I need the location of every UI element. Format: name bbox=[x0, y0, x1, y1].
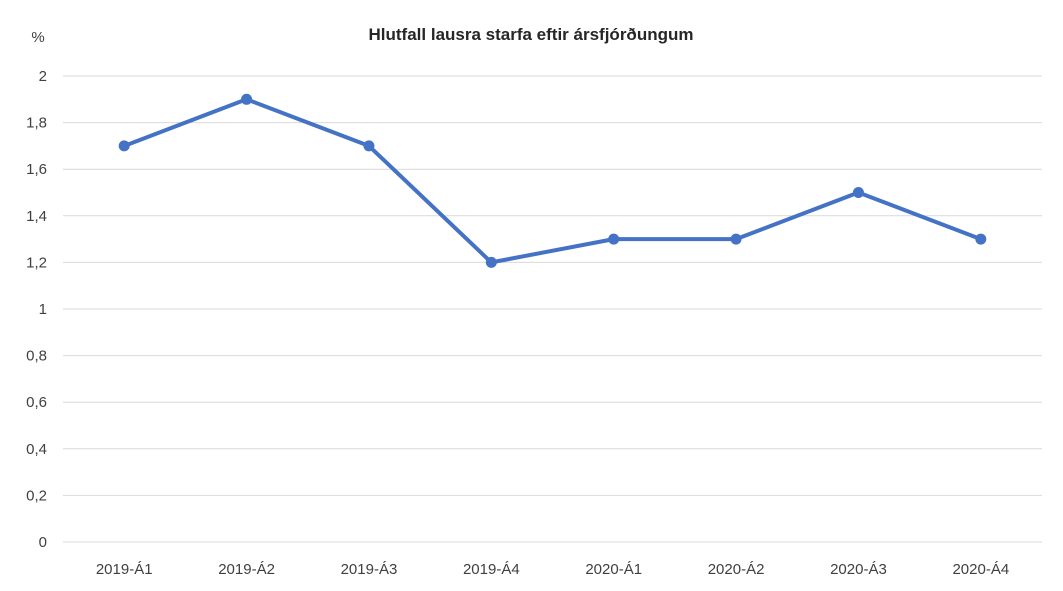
y-tick-label: 1,6 bbox=[26, 161, 47, 178]
y-tick-label: 1,2 bbox=[26, 254, 47, 271]
y-tick-label: 0,8 bbox=[26, 348, 47, 365]
y-tick-label: 1,4 bbox=[26, 208, 47, 225]
y-tick-label: 1 bbox=[39, 301, 47, 318]
chart-title: Hlutfall lausra starfa eftir ársfjórðung… bbox=[369, 25, 694, 44]
y-tick-label: 0,6 bbox=[26, 394, 47, 411]
data-point-marker bbox=[118, 140, 130, 152]
series-layer bbox=[118, 93, 987, 268]
y-tick-label: 0,2 bbox=[26, 487, 47, 504]
data-point-marker bbox=[241, 93, 253, 105]
y-tick-label: 1,8 bbox=[26, 115, 47, 132]
y-tick-label: 0,4 bbox=[26, 441, 47, 458]
data-point-marker bbox=[975, 233, 987, 245]
data-point-marker bbox=[852, 187, 864, 198]
x-tick-label: 2019-Á1 bbox=[96, 561, 153, 578]
x-tick-label: 2020-Á3 bbox=[830, 561, 887, 578]
y-tick-label: 0 bbox=[39, 534, 47, 551]
x-tick-label: 2020-Á1 bbox=[585, 561, 642, 578]
axis-label-layer: 0 0,2 0,4 0,6 0,8 1 1,2 1,4 1,6 1,8 2 2019-Á1 2019-Á… bbox=[26, 68, 1009, 578]
data-point-marker bbox=[730, 233, 742, 245]
x-tick-label: 2019-Á3 bbox=[341, 561, 398, 578]
x-tick-label: 2019-Á2 bbox=[218, 561, 275, 578]
data-point-marker bbox=[485, 256, 497, 268]
y-axis-unit-label: % bbox=[31, 29, 44, 46]
series-line bbox=[122, 97, 983, 265]
y-tick-label: 2 bbox=[39, 68, 47, 85]
x-tick-label: 2019-Á4 bbox=[463, 561, 520, 578]
x-tick-label: 2020-Á2 bbox=[708, 561, 765, 578]
data-point-marker bbox=[608, 233, 620, 245]
x-tick-label: 2020-Á4 bbox=[952, 561, 1009, 578]
data-point-marker bbox=[363, 140, 375, 152]
grid-layer bbox=[63, 75, 1042, 543]
